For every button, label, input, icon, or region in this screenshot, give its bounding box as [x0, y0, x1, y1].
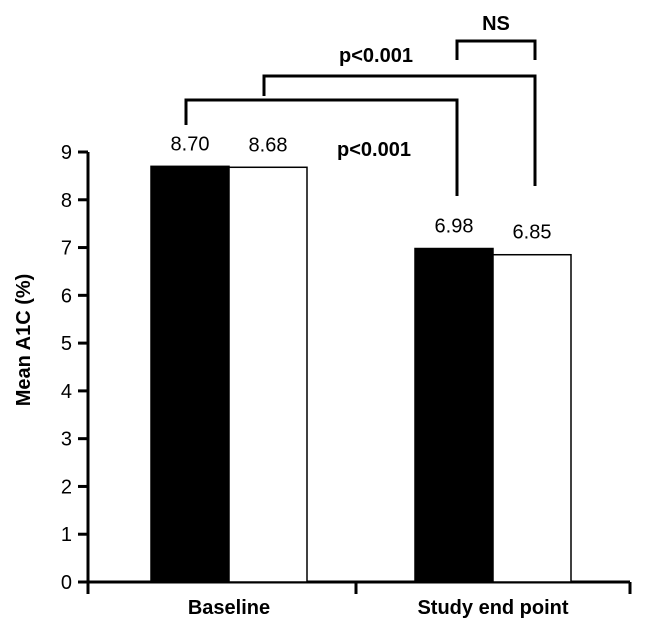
category-labels: Baseline Study end point [188, 597, 569, 619]
bar [150, 165, 230, 583]
y-tick-label: 0 [61, 572, 72, 594]
y-ticks: 0 1 2 3 4 5 6 7 8 9 [61, 142, 88, 594]
category-label: Baseline [188, 597, 270, 619]
y-tick-label: 3 [61, 429, 72, 451]
bracket-white-group [262, 74, 537, 186]
data-labels: 8.70 6.98 8.68 6.85 [171, 133, 552, 243]
bracket-ns [455, 39, 537, 60]
y-axis-label: Mean A1C (%) [13, 274, 35, 407]
y-tick-label: 7 [61, 238, 72, 260]
bar [492, 253, 572, 583]
y-tick-label: 2 [61, 476, 72, 498]
y-tick-label: 6 [61, 285, 72, 307]
data-label: 8.68 [249, 134, 288, 156]
data-label: 8.70 [171, 133, 210, 155]
bracket-black-group [184, 98, 459, 196]
significance-annotations: p<0.001 p<0.001 NS [184, 13, 537, 196]
category-label: Study end point [417, 597, 568, 619]
y-tick-label: 8 [61, 190, 72, 212]
sig-label-black: p<0.001 [337, 139, 411, 161]
bars [150, 165, 572, 583]
y-tick-label: 5 [61, 333, 72, 355]
y-tick-label: 1 [61, 524, 72, 546]
sig-label-white: p<0.001 [339, 45, 413, 67]
y-tick-label: 4 [61, 381, 72, 403]
data-label: 6.98 [435, 216, 474, 238]
bar [228, 166, 308, 583]
sig-label-ns: NS [482, 13, 510, 35]
data-label: 6.85 [513, 222, 552, 244]
y-tick-label: 9 [61, 142, 72, 164]
bar [414, 247, 494, 583]
